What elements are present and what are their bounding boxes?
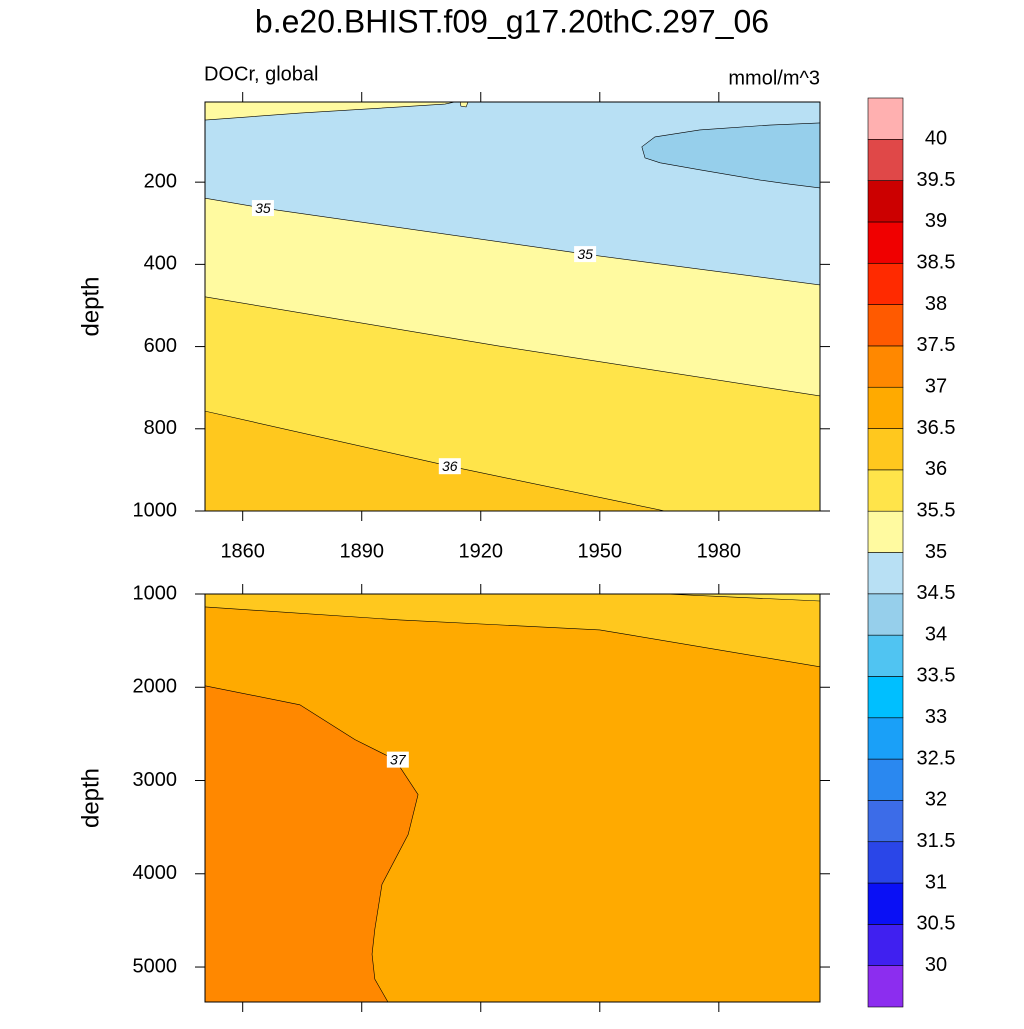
y-tick-label: 5000 (133, 955, 178, 977)
colorbar-box (867, 676, 904, 719)
colorbar-box (867, 924, 904, 966)
contour-line (205, 102, 456, 121)
contour-line (205, 606, 820, 668)
colorbar-label: 35 (925, 541, 947, 563)
y-tick-label: 3000 (133, 769, 178, 791)
colorbar-label: 39.5 (917, 169, 956, 191)
colorbar-box (867, 469, 904, 512)
colorbar-label: 32 (925, 789, 947, 811)
x-tick-label: 1860 (220, 540, 265, 562)
contour-label: 35 (255, 200, 271, 216)
contour-line (641, 122, 820, 189)
colorbar-label: 30.5 (917, 913, 956, 935)
colorbar-box (867, 882, 904, 925)
colorbar-label: 34 (925, 623, 947, 645)
colorbar-box (867, 345, 904, 388)
colorbar-label: 36.5 (917, 417, 956, 439)
colorbar-label: 38.5 (917, 252, 956, 274)
contour-region (205, 594, 820, 667)
y-tick-label: 1000 (133, 499, 178, 521)
colorbar-box (867, 304, 904, 347)
contour-region (205, 411, 665, 511)
plot-area: 35 35 36 (205, 102, 820, 511)
plot-frame (204, 101, 821, 512)
colorbar-label: 33.5 (917, 665, 956, 687)
colorbar-label: 34.5 (917, 582, 956, 604)
colorbar-box (867, 386, 904, 429)
contour-line (459, 102, 469, 108)
contour-label-bg (251, 200, 274, 217)
colorbar-box (867, 97, 904, 140)
title: b.e20.BHIST.f09_g17.20thC.297_06 (255, 3, 769, 39)
colorbar-label: 36 (925, 458, 947, 480)
colorbar-box (867, 965, 904, 1008)
colorbar-box (867, 758, 904, 801)
contour-label: 36 (442, 458, 458, 474)
contour-line (664, 594, 820, 602)
y-tick-label: 4000 (133, 862, 178, 884)
colorbar-box (867, 841, 904, 884)
contour-label: 35 (577, 246, 593, 262)
x-tick-label: 1980 (697, 540, 742, 562)
subtitle-right: mmol/m^3 (728, 67, 820, 89)
colorbar-label: 30 (925, 954, 947, 976)
contour-line (205, 296, 820, 397)
x-tick-label: 1950 (578, 540, 623, 562)
colorbar-box (867, 593, 904, 636)
colorbar-label: 31.5 (917, 830, 956, 852)
y-axis-label: depth (77, 276, 104, 336)
colorbar-box (867, 634, 904, 677)
colorbar-label: 39 (925, 210, 947, 232)
colorbar-label: 32.5 (917, 747, 956, 769)
y-tick-label: 600 (144, 335, 177, 357)
contour-label: 37 (390, 751, 407, 767)
plot-frame (204, 593, 821, 1003)
x-tick-label: 1890 (339, 540, 384, 562)
colorbar-label: 38 (925, 293, 947, 315)
colorbar-box (867, 139, 904, 181)
colorbar-label: 35.5 (917, 499, 956, 521)
y-tick-label: 2000 (133, 676, 178, 698)
contour-line (205, 685, 419, 1002)
plot-area: 37 (205, 594, 820, 1002)
contour-label-bg (386, 751, 409, 768)
colorbar-label: 40 (925, 128, 947, 150)
colorbar-box (867, 428, 904, 471)
subtitle-left: DOCr, global (204, 63, 319, 85)
contour-line (205, 197, 820, 286)
contour-label-bg (574, 246, 597, 263)
colorbar-label: 33 (925, 706, 947, 728)
y-tick-label: 1000 (133, 582, 178, 604)
colorbar-box (867, 221, 904, 264)
colorbar-box (867, 180, 904, 223)
contour-region (641, 122, 820, 188)
colorbar-label: 31 (925, 871, 947, 893)
y-tick-label: 200 (144, 170, 177, 192)
colorbar-box (867, 717, 904, 760)
contour-region (205, 685, 419, 1002)
colorbar-label: 37 (925, 376, 947, 398)
colorbar-box (867, 800, 904, 843)
colorbar-box (867, 262, 904, 305)
colorbar-box (867, 552, 904, 595)
contour-region (460, 102, 469, 107)
colorbar-label: 37.5 (917, 334, 956, 356)
contour-label-bg (438, 458, 461, 475)
y-axis-label: depth (77, 768, 104, 828)
x-tick-label: 1920 (459, 540, 504, 562)
colorbar-box (867, 510, 904, 553)
y-tick-label: 400 (144, 253, 177, 275)
y-tick-label: 800 (144, 417, 177, 439)
